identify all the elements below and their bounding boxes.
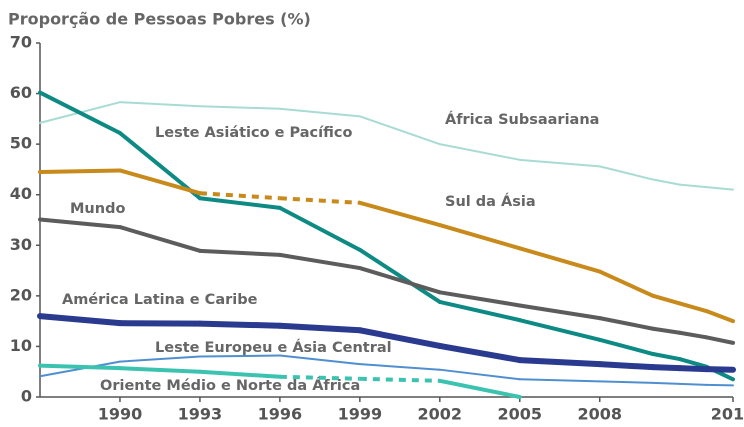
y-tick-label: 60: [10, 83, 32, 102]
line-segment: [705, 383, 734, 387]
line-segment: [38, 90, 122, 136]
line-segment: [678, 183, 708, 189]
y-tick-label: 40: [10, 184, 32, 203]
line-segment: [704, 335, 735, 345]
line-segment: [516, 357, 603, 368]
y-tick-label: 50: [10, 134, 32, 153]
line-segment: [117, 225, 202, 253]
line-segment: [652, 381, 681, 385]
x-tick-label: 1999: [338, 405, 383, 424]
line-segment: [677, 330, 709, 340]
line-segment: [597, 337, 656, 357]
series-label: Leste Asiático e Pacífico: [155, 125, 352, 141]
line-segment: [677, 357, 709, 369]
x-tick-label: 2013: [711, 405, 744, 424]
line-segment: [38, 217, 122, 230]
line-segment: [198, 354, 281, 358]
line-segment: [597, 269, 656, 298]
x-tick-label: 1993: [178, 405, 223, 424]
line-segment: [197, 369, 282, 379]
line-segment: [517, 246, 602, 274]
line-segment: [358, 363, 441, 371]
line-segment: [116, 320, 203, 327]
chart-title: Proporção de Pessoas Pobres (%): [8, 10, 311, 29]
line-segment: [357, 247, 442, 304]
line-segment: [198, 105, 281, 110]
y-tick-label: 20: [10, 285, 32, 304]
series-label: África Subsaariana: [445, 111, 599, 128]
line-segment: [357, 200, 442, 228]
x-tick-label: 1990: [98, 405, 143, 424]
line-segment: [437, 299, 522, 323]
line-segment: [650, 364, 683, 372]
line-segment: [278, 354, 361, 366]
line-segment: [598, 165, 655, 181]
y-tick-label: 10: [10, 336, 32, 355]
line-segment: [358, 115, 441, 146]
line-segment: [196, 320, 283, 329]
series-label: Oriente Médio e Norte da África: [100, 377, 360, 394]
line-segment: [199, 191, 281, 201]
line-segment: [651, 326, 682, 335]
line-segment: [437, 378, 522, 399]
line-segment: [518, 378, 601, 383]
line-segment: [651, 352, 682, 362]
line-segment: [359, 376, 440, 383]
series-label: Sul da Ásia: [445, 193, 536, 210]
line-segment: [117, 366, 202, 374]
line-segment: [676, 365, 710, 373]
line-segment: [704, 309, 735, 324]
series-label: Mundo: [70, 201, 125, 217]
line-segment: [118, 355, 201, 363]
line-segment: [197, 248, 282, 257]
line-segment: [598, 380, 655, 384]
line-segment: [703, 366, 736, 373]
line-segment: [597, 316, 656, 331]
x-tick-label: 1996: [258, 405, 303, 424]
line-segment: [37, 313, 123, 327]
line-segment: [117, 168, 202, 196]
x-tick-label: 2008: [577, 405, 622, 424]
line-segment: [118, 101, 201, 108]
line-segment: [357, 266, 442, 295]
line-segment: [517, 303, 602, 321]
line-segment: [438, 368, 521, 381]
line-segment: [276, 322, 363, 334]
line-segment: [277, 205, 362, 252]
y-tick-label: 30: [10, 235, 32, 254]
line-segment: [518, 158, 601, 168]
line-segment: [38, 168, 122, 174]
line-segment: [279, 196, 360, 205]
y-tick-label: 70: [10, 33, 32, 52]
line-segment: [278, 107, 361, 118]
line-segment: [705, 186, 734, 191]
line-segment: [197, 196, 282, 210]
line-segment: [677, 301, 709, 314]
line-segment: [277, 252, 362, 271]
x-tick-label: 2005: [498, 405, 543, 424]
line-segment: [517, 318, 602, 342]
series-label: Leste Europeu e Ásia Central: [155, 339, 392, 356]
y-tick-label: 0: [21, 387, 32, 406]
line-segment: [678, 382, 708, 386]
line-segment: [596, 361, 657, 371]
line-segment: [652, 178, 681, 186]
line-segment: [437, 223, 522, 251]
series-label: América Latina e Caribe: [62, 292, 258, 308]
line-segment: [436, 342, 523, 364]
line-segment: [38, 363, 122, 371]
line-segment: [651, 293, 682, 306]
line-segment: [438, 143, 521, 161]
line-segment: [356, 327, 443, 349]
line-segment: [39, 360, 121, 378]
line-segment: [437, 290, 522, 308]
x-tick-label: 2002: [418, 405, 463, 424]
line-segment: [279, 374, 360, 381]
